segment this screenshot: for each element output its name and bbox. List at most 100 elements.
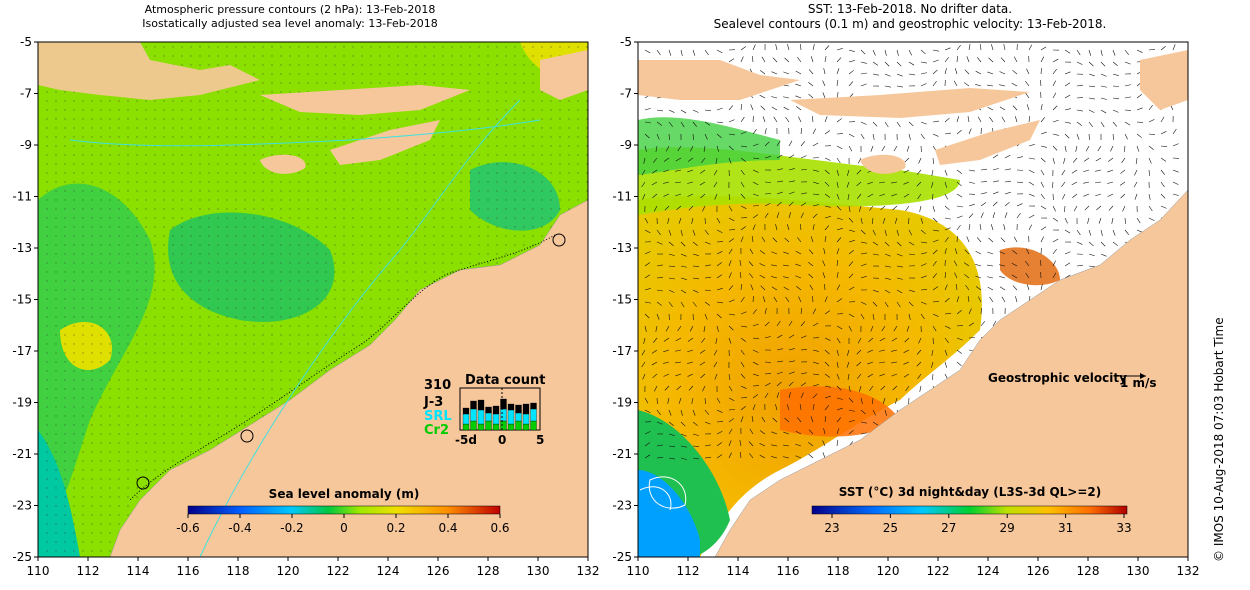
velocity-arrow xyxy=(932,69,938,75)
velocity-arrow xyxy=(1040,46,1047,51)
velocity-arrow xyxy=(728,133,735,136)
velocity-arrow xyxy=(785,296,790,303)
velocity-arrow xyxy=(1100,109,1107,114)
velocity-arrow xyxy=(808,93,814,99)
left-colorbar-tick-label: 0.4 xyxy=(438,521,457,535)
data-count-bar xyxy=(522,423,530,431)
data-count-bar xyxy=(462,407,470,415)
velocity-arrow xyxy=(740,236,744,243)
velocity-arrow xyxy=(665,145,670,152)
velocity-arrow xyxy=(1064,82,1071,87)
velocity-arrow xyxy=(956,56,958,63)
right-y-tick-label: -15 xyxy=(612,293,632,307)
velocity-arrow xyxy=(1063,157,1066,164)
left-x-tick-label: 128 xyxy=(477,564,500,578)
velocity-arrow xyxy=(896,229,899,236)
velocity-arrow xyxy=(836,157,841,164)
velocity-arrow xyxy=(1121,157,1126,164)
left-y-tick-label: -7 xyxy=(20,87,32,101)
velocity-arrow xyxy=(987,286,994,291)
tide-gauge-3[interactable] xyxy=(136,476,150,490)
velocity-arrow xyxy=(812,213,818,219)
velocity-arrow xyxy=(988,57,994,63)
velocity-arrow xyxy=(796,106,802,111)
velocity-arrow xyxy=(879,349,886,352)
velocity-arrow xyxy=(920,289,928,291)
velocity-arrow xyxy=(808,453,814,459)
left-x-tick-label: 124 xyxy=(377,564,400,578)
velocity-arrow xyxy=(800,192,807,195)
velocity-arrow xyxy=(704,264,711,267)
data-count-bar xyxy=(515,404,522,414)
velocity-arrow xyxy=(856,193,862,199)
velocity-arrow xyxy=(752,323,759,327)
velocity-arrow xyxy=(1112,61,1118,67)
velocity-arrow xyxy=(652,337,658,343)
velocity-arrow xyxy=(728,385,733,392)
velocity-arrow xyxy=(715,157,718,164)
data-count-bar xyxy=(477,409,485,425)
velocity-arrow xyxy=(759,430,766,435)
velocity-arrow xyxy=(728,193,731,200)
velocity-arrow xyxy=(1016,181,1023,184)
velocity-arrow xyxy=(944,248,947,255)
velocity-arrow xyxy=(1160,157,1167,162)
velocity-arrow xyxy=(728,119,735,123)
velocity-arrow xyxy=(1136,94,1142,99)
velocity-arrow xyxy=(764,141,770,147)
velocity-arrow xyxy=(903,373,910,378)
left-colorbar-tick-label: -0.2 xyxy=(280,521,303,535)
velocity-arrow xyxy=(1016,156,1023,159)
velocity-arrow xyxy=(687,169,694,173)
velocity-arrow xyxy=(808,442,814,447)
velocity-arrow xyxy=(944,272,946,279)
velocity-arrow xyxy=(932,157,934,164)
velocity-arrow xyxy=(680,121,685,128)
tide-gauge-1[interactable] xyxy=(552,233,566,247)
velocity-arrow xyxy=(800,335,807,339)
velocity-arrow xyxy=(764,308,767,315)
velocity-arrow xyxy=(1148,217,1155,221)
velocity-arrow xyxy=(784,57,790,63)
velocity-arrow xyxy=(783,286,790,291)
velocity-arrow xyxy=(751,416,754,423)
velocity-arrow xyxy=(990,224,994,231)
velocity-arrow xyxy=(975,83,982,87)
tide-gauge-2[interactable] xyxy=(240,429,254,443)
left-y-tick-label: -23 xyxy=(12,499,32,513)
velocity-arrow xyxy=(740,56,744,63)
velocity-arrow xyxy=(968,224,971,231)
velocity-arrow xyxy=(836,349,839,356)
velocity-arrow xyxy=(740,181,745,188)
velocity-arrow xyxy=(908,133,911,140)
velocity-arrow xyxy=(1119,181,1126,186)
velocity-arrow xyxy=(965,284,970,291)
velocity-arrow xyxy=(759,443,766,447)
right-x-tick-label: 122 xyxy=(927,564,950,578)
velocity-arrow xyxy=(713,181,718,188)
velocity-arrow xyxy=(967,116,970,123)
velocity-arrow xyxy=(848,145,853,152)
timor-right xyxy=(935,120,1040,165)
velocity-arrow xyxy=(1088,109,1095,113)
velocity-arrow xyxy=(836,217,843,220)
right-x-tick-label: 126 xyxy=(1027,564,1050,578)
velocity-arrow xyxy=(1040,181,1044,188)
velocity-arrow xyxy=(968,44,971,51)
velocity-arrow xyxy=(728,418,735,423)
data-count-bar xyxy=(522,413,530,425)
velocity-arrow xyxy=(824,56,827,63)
velocity-arrow xyxy=(908,229,913,236)
velocity-arrow xyxy=(872,49,876,56)
velocity-arrow xyxy=(1064,133,1070,139)
velocity-arrow xyxy=(1085,145,1090,152)
velocity-arrow xyxy=(716,133,722,139)
velocity-arrow xyxy=(992,180,999,183)
velocity-arrow xyxy=(812,44,815,51)
velocity-arrow xyxy=(812,404,815,411)
shelf-contour xyxy=(129,234,556,501)
velocity-arrow xyxy=(703,325,706,332)
velocity-arrow xyxy=(892,205,898,211)
velocity-arrow xyxy=(775,44,778,51)
velocity-arrow xyxy=(704,409,709,415)
